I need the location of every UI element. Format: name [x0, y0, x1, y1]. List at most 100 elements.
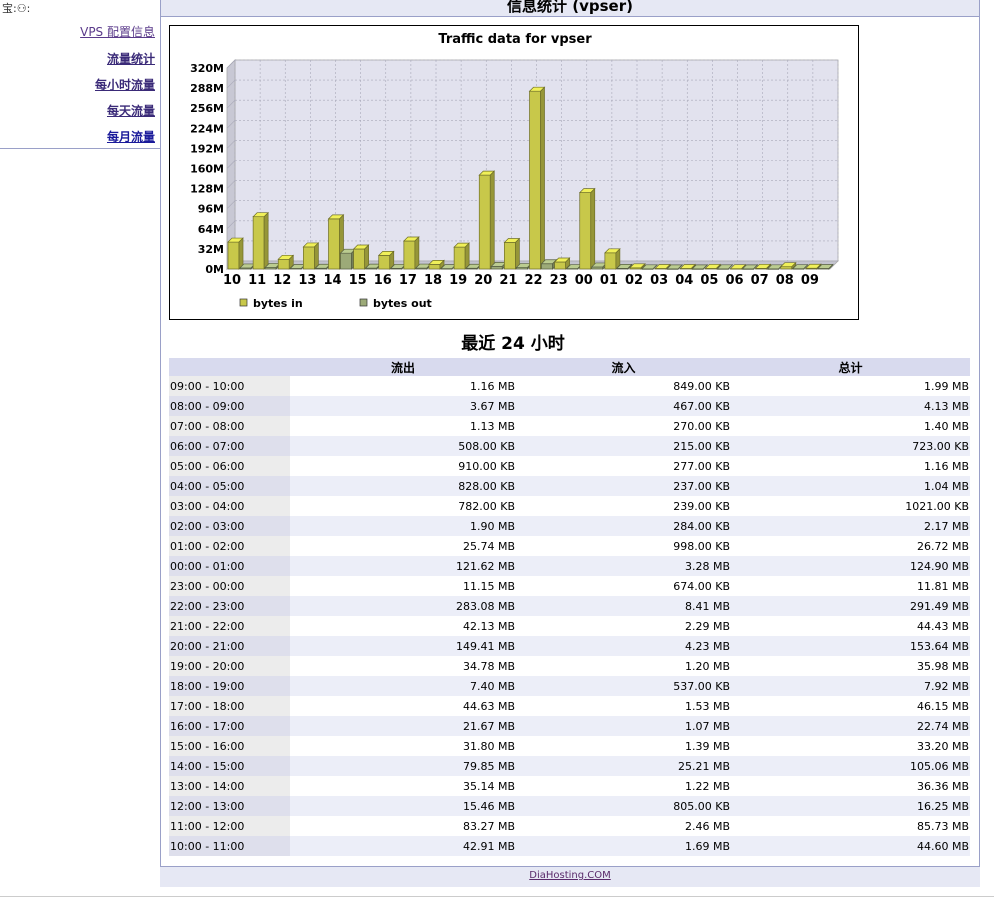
traffic-table: 流出 流入 总计 09:00 - 10:00 1.16 MB 849.00 KB 1.… — [169, 358, 970, 856]
bar-side-10-in — [238, 237, 244, 270]
sidebar-item-monthly-traffic[interactable]: 每月流量 — [106, 130, 155, 144]
table-row: 01:00 - 02:00 25.74 MB 998.00 KB 26.72 MB — [169, 536, 970, 556]
x-tick-label: 19 — [449, 273, 467, 288]
y-tick-label: 64M — [198, 223, 224, 236]
table-cell-total: 153.64 MB — [731, 636, 970, 656]
table-cell-total: 36.36 MB — [916, 779, 969, 793]
bar-15-in — [353, 248, 365, 270]
x-tick-label: 06 — [725, 273, 743, 288]
table-row: 00:00 - 01:00 121.62 MB 3.28 MB 124.90 MB — [169, 556, 970, 576]
table-cell-period: 19:00 - 20:00 — [169, 656, 290, 676]
table-cell-period: 23:00 - 00:00 — [169, 576, 290, 596]
x-tick-label: 10 — [223, 273, 241, 288]
table-cell-out: 7.40 MB — [290, 676, 516, 696]
table-cell-out: 42.91 MB — [290, 836, 516, 856]
table-cell-out: 1.13 MB — [469, 419, 515, 433]
table-cell-in: 239.00 KB — [673, 499, 730, 513]
chart-gridline — [226, 140, 236, 149]
table-cell-out: 31.80 MB — [462, 739, 515, 753]
x-tick-label: 16 — [374, 273, 392, 288]
bar-side-02-out — [652, 263, 658, 270]
bar-side-19-in — [464, 242, 470, 270]
legend-swatch-out — [359, 298, 368, 307]
bar-22-in — [529, 90, 541, 270]
bar-00-in — [579, 192, 592, 270]
x-tick-label: 08 — [776, 273, 794, 288]
table-cell-out: 25.74 MB — [462, 539, 515, 553]
x-tick-label: 15 — [349, 273, 367, 288]
x-tick-label: 03 — [650, 273, 668, 288]
x-tick-label: 05 — [700, 273, 718, 288]
table-cell-period: 21:00 - 22:00 — [169, 616, 290, 636]
sidebar-item-traffic-stats[interactable]: 流量统计 — [106, 52, 155, 66]
footer-link[interactable]: DiaHosting.COM — [529, 870, 611, 881]
x-tick-label: 17 — [399, 273, 417, 288]
bar-side-00-in — [590, 187, 596, 270]
table-cell-out: 508.00 KB — [290, 436, 516, 456]
table-cell-period: 18:00 - 19:00 — [169, 676, 290, 696]
table-cell-total: 723.00 KB — [731, 436, 970, 456]
x-tick-label: 22 — [524, 273, 542, 288]
table-cell-total: 1.99 MB — [923, 379, 969, 393]
table-cell-out: 21.67 MB — [290, 716, 516, 736]
bar-side-01-out — [627, 263, 633, 270]
bar-side-04-out — [702, 264, 708, 270]
table-cell-period: 07:00 - 08:00 — [169, 416, 290, 436]
sidebar: VPS 配置信息 流量统计 每小时流量 每天流量 每月流量 — [0, 16, 160, 149]
table-cell-out: 1.90 MB — [290, 516, 516, 536]
sidebar-item-hourly-traffic[interactable]: 每小时流量 — [94, 78, 155, 92]
table-row: 13:00 - 14:00 35.14 MB 1.22 MB 36.36 MB — [169, 776, 970, 796]
bar-side-07-in — [766, 263, 771, 270]
bar-side-02-in — [640, 262, 646, 270]
x-tick-label: 04 — [675, 273, 693, 288]
table-cell-out: 83.27 MB — [462, 819, 515, 833]
x-tick-label: 13 — [298, 273, 316, 288]
table-cell-in: 270.00 KB — [673, 419, 730, 433]
table-cell-total: 44.43 MB — [916, 619, 969, 633]
table-cell-in: 2.46 MB — [684, 819, 730, 833]
x-tick-label: 07 — [751, 273, 769, 288]
table-cell-in: 674.00 KB — [673, 579, 730, 593]
x-tick-label: 02 — [625, 273, 643, 288]
table-cell-in: 8.41 MB — [516, 596, 731, 616]
chart-gridline — [226, 180, 236, 189]
table-cell-period: 15:00 - 16:00 — [169, 736, 290, 756]
y-tick-label: 160M — [190, 163, 224, 176]
sidebar-item-vps-config[interactable]: VPS 配置信息 — [80, 25, 155, 39]
chart-gridline — [226, 59, 236, 69]
table-cell-total: 26.72 MB — [916, 539, 969, 553]
bar-side-20-in — [489, 170, 495, 270]
table-cell-in: 3.28 MB — [516, 556, 731, 576]
table-cell-in: 467.00 KB — [516, 396, 731, 416]
table-cell-in: 1.22 MB — [684, 779, 730, 793]
sidebar-item-daily-traffic[interactable]: 每天流量 — [106, 104, 155, 118]
bar-side-11-in — [263, 211, 269, 270]
bar-side-05-out — [728, 263, 733, 270]
traffic-chart: Traffic data for vpser 0M 32M 64M 96M 128M 16… — [169, 25, 859, 320]
table-cell-total: 1.16 MB — [923, 459, 969, 473]
table-row: 18:00 - 19:00 7.40 MB 537.00 KB 7.92 MB — [169, 676, 970, 696]
y-tick-label: 288M — [190, 82, 224, 95]
bar-side-06-in — [741, 263, 746, 270]
table-cell-period: 11:00 - 12:00 — [169, 816, 290, 836]
table-header-in: 流入 — [516, 358, 731, 376]
table-header-total: 总计 — [731, 358, 970, 376]
page-title: 信息统计 (vpser) — [507, 0, 633, 15]
table-cell-in: 4.23 MB — [516, 636, 731, 656]
table-cell-in: 1.39 MB — [684, 739, 730, 753]
table-cell-out: 828.00 KB — [290, 476, 516, 496]
bar-side-12-in — [288, 254, 294, 270]
table-cell-out: 3.67 MB — [290, 396, 516, 416]
y-tick-label: 0M — [205, 263, 224, 276]
x-tick-label: 11 — [248, 273, 266, 288]
chart-gridline — [226, 160, 236, 169]
table-row: 04:00 - 05:00 828.00 KB 237.00 KB 1.04 MB — [169, 476, 970, 496]
table-cell-total: 22.74 MB — [731, 716, 970, 736]
table-cell-period: 09:00 - 10:00 — [169, 376, 290, 396]
table-cell-period: 12:00 - 13:00 — [169, 796, 290, 816]
table-row: 05:00 - 06:00 910.00 KB 277.00 KB 1.16 MB — [169, 456, 970, 476]
bar-11-in — [252, 216, 265, 270]
table-cell-out: 910.00 KB — [458, 459, 515, 473]
table-row: 08:00 - 09:00 3.67 MB 467.00 KB 4.13 MB — [169, 396, 970, 416]
table-cell-in: 805.00 KB — [516, 796, 731, 816]
